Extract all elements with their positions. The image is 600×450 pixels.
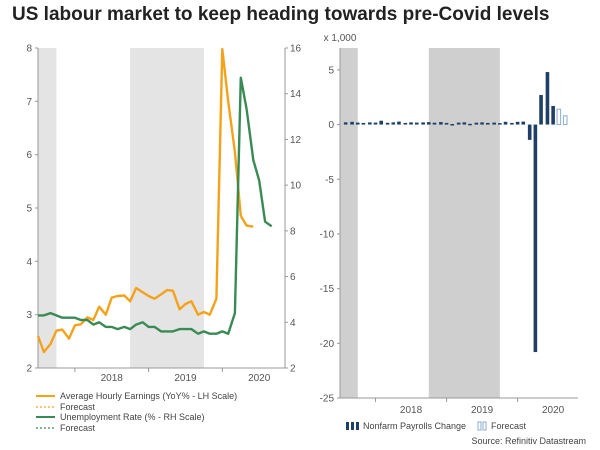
payrolls-bar — [545, 72, 550, 125]
payrolls-bar — [427, 122, 431, 125]
source-note: Source: Refinitiv Datastream — [471, 436, 586, 446]
payrolls-bar — [373, 122, 378, 125]
payrolls-bar — [350, 121, 354, 125]
right-tick-label: 14 — [290, 89, 302, 100]
left-tick-label: 8 — [26, 44, 32, 55]
left-tick-label: 2 — [26, 364, 32, 375]
forecast-bar — [562, 115, 568, 126]
y-tick-label: 0 — [328, 120, 334, 131]
payrolls-bar — [551, 105, 555, 125]
x-tick-label: 2020 — [542, 405, 565, 416]
payrolls-bar — [432, 122, 437, 125]
payrolls-bar — [498, 123, 502, 125]
forecast-line-unemployment-rate-forecast — [245, 109, 273, 228]
legend-swatch — [477, 421, 482, 431]
payrolls-bar — [379, 120, 384, 125]
y-tick-label: -5 — [325, 175, 334, 186]
payrolls-bar — [391, 122, 396, 125]
payrolls-bar — [527, 124, 532, 140]
right-tick-label: 4 — [290, 318, 296, 329]
left-tick-label: 5 — [26, 204, 32, 215]
forecast-bar — [556, 108, 562, 126]
payrolls-bar — [385, 122, 390, 125]
payrolls-bar — [468, 123, 472, 126]
right-tick-label: 2 — [290, 364, 296, 375]
legend-swatch — [346, 422, 349, 430]
legend-label: Forecast — [491, 421, 527, 431]
legend-swatch — [351, 422, 354, 430]
right-panel-bar-chart: x 1,000 5 0 -5 -10 -15 -20 -25 2018 2019 2020 — [320, 33, 578, 416]
left-tick-label: 3 — [26, 310, 32, 321]
payrolls-bar — [521, 121, 526, 125]
shaded-period-1 — [428, 48, 500, 398]
legend-label: Unemployment Rate (% - RH Scale) — [60, 412, 205, 422]
payrolls-bar — [444, 122, 449, 125]
payrolls-bar — [343, 122, 348, 125]
x-tick-label: 2019 — [174, 373, 197, 384]
y-tick-label: -25 — [320, 394, 335, 405]
payrolls-bar — [450, 124, 455, 126]
right-tick-label: 6 — [290, 272, 296, 283]
series-line-unemployment-rate — [38, 76, 248, 335]
shaded-period-0 — [340, 48, 358, 398]
x-tick-label: 2019 — [471, 405, 494, 416]
left-tick-label: 6 — [26, 150, 32, 161]
payrolls-bar — [456, 122, 461, 125]
payrolls-bar — [485, 122, 490, 125]
y-tick-label: -20 — [320, 339, 335, 350]
y-tick-label: 5 — [328, 65, 334, 76]
unit-label: x 1,000 — [324, 33, 357, 44]
y-tick-label: -10 — [320, 229, 335, 240]
right-tick-label: 16 — [290, 44, 302, 55]
forecast-line-average-hourly-earnings-forecast — [239, 215, 254, 228]
payrolls-bar — [403, 122, 408, 125]
payrolls-bar — [503, 121, 508, 125]
series-line-average-hourly-earnings — [36, 47, 242, 354]
legend-label: Nonfarm Payrolls Change — [363, 421, 466, 431]
payrolls-bar — [368, 122, 372, 125]
right-tick-label: 10 — [290, 181, 302, 192]
payrolls-bar — [397, 121, 401, 125]
legend-swatch — [356, 422, 359, 430]
payrolls-bar — [510, 122, 514, 125]
right-tick-label: 12 — [290, 135, 302, 146]
x-tick-label: 2020 — [248, 373, 271, 384]
x-tick-label: 2018 — [101, 373, 124, 384]
payrolls-bar — [515, 121, 520, 125]
payrolls-bar — [539, 95, 543, 125]
payrolls-bar — [439, 122, 443, 125]
x-tick-label: 2018 — [400, 405, 423, 416]
legend-label: Forecast — [60, 423, 96, 433]
chart-title: US labour market to keep heading towards… — [12, 4, 550, 25]
payrolls-bar — [462, 122, 467, 125]
shaded-period-0 — [38, 48, 57, 368]
payrolls-bar — [409, 122, 413, 125]
legend-swatch — [482, 421, 487, 431]
payrolls-bar — [414, 122, 419, 125]
payrolls-bar — [355, 122, 360, 125]
legends: Average Hourly Earnings (YoY% - LH Scale… — [36, 391, 527, 433]
payrolls-bar — [533, 124, 538, 353]
payrolls-bar — [474, 122, 479, 125]
left-tick-label: 4 — [26, 257, 32, 268]
left-panel-line-chart: 2 3 4 5 6 7 8 2 4 6 8 10 12 14 16 2018 2019 2020 — [26, 44, 301, 385]
legend-label: Forecast — [60, 402, 96, 412]
payrolls-bar — [492, 122, 496, 125]
right-tick-label: 8 — [290, 226, 296, 237]
shaded-period-1 — [130, 48, 204, 368]
payrolls-bar — [361, 122, 366, 125]
left-tick-label: 7 — [26, 97, 32, 108]
payrolls-bar — [480, 122, 484, 125]
payrolls-bar — [421, 122, 425, 125]
y-tick-label: -15 — [320, 284, 335, 295]
legend-label: Average Hourly Earnings (YoY% - LH Scale… — [60, 391, 237, 401]
